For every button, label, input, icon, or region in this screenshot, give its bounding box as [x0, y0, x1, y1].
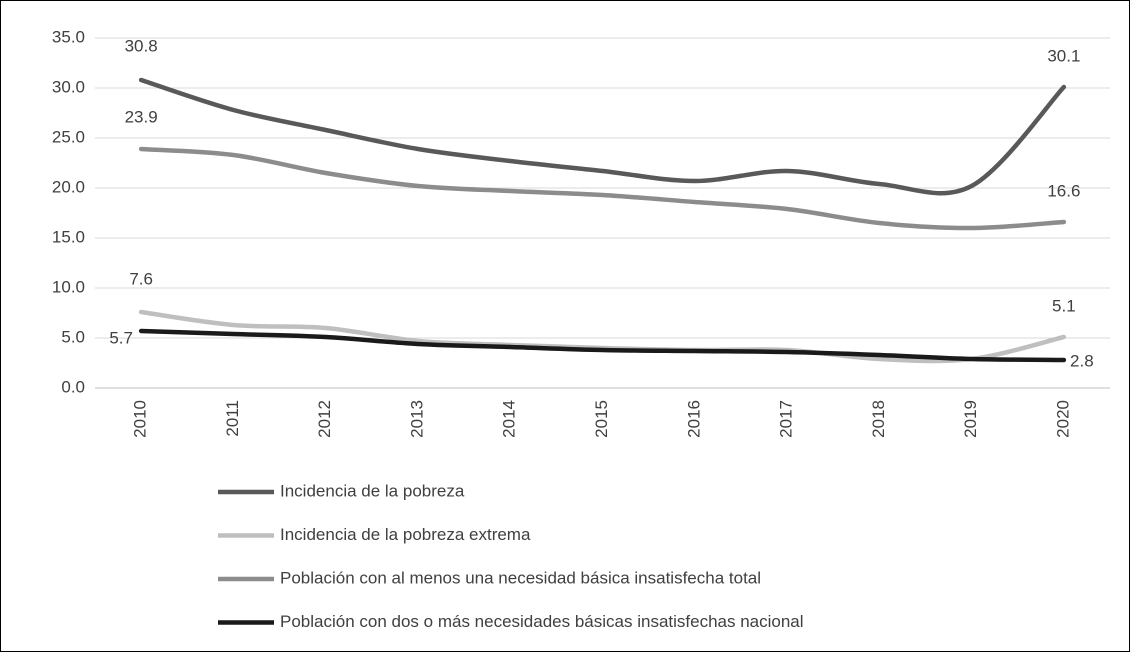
- legend-label: Población con al menos una necesidad bás…: [280, 568, 761, 587]
- data-label: 23.9: [125, 107, 158, 126]
- x-tick-label: 2017: [777, 400, 796, 438]
- legend-label: Incidencia de la pobreza: [280, 481, 465, 500]
- x-tick-label: 2015: [592, 400, 611, 438]
- x-tick-label: 2018: [869, 400, 888, 438]
- legend-label: Incidencia de la pobreza extrema: [280, 525, 531, 544]
- x-tick-label: 2012: [315, 400, 334, 438]
- data-label: 30.8: [125, 36, 158, 55]
- y-tick-label: 0.0: [61, 377, 85, 396]
- y-tick-label: 5.0: [61, 327, 85, 346]
- data-label: 2.8: [1070, 351, 1094, 370]
- y-tick-label: 25.0: [52, 127, 85, 146]
- y-tick-label: 30.0: [52, 77, 85, 96]
- data-label: 5.7: [109, 328, 133, 347]
- legend-label: Población con dos o más necesidades bási…: [280, 612, 804, 631]
- y-tick-label: 35.0: [52, 27, 85, 46]
- data-label: 16.6: [1047, 181, 1080, 200]
- y-tick-label: 10.0: [52, 277, 85, 296]
- x-tick-label: 2016: [684, 400, 703, 438]
- series-line: [138, 328, 1067, 363]
- data-label: 5.1: [1052, 296, 1076, 315]
- x-tick-label: 2010: [131, 400, 150, 438]
- x-tick-label: 2020: [1053, 400, 1072, 438]
- data-label: 7.6: [129, 269, 153, 288]
- series-line: [138, 77, 1067, 196]
- x-tick-label: 2019: [961, 400, 980, 438]
- x-tick-label: 2013: [407, 400, 426, 438]
- y-tick-label: 20.0: [52, 177, 85, 196]
- x-tick-label: 2014: [500, 400, 519, 438]
- series-line: [138, 146, 1067, 231]
- x-tick-label: 2011: [223, 400, 242, 437]
- data-label: 30.1: [1047, 46, 1080, 65]
- y-tick-label: 15.0: [52, 227, 85, 246]
